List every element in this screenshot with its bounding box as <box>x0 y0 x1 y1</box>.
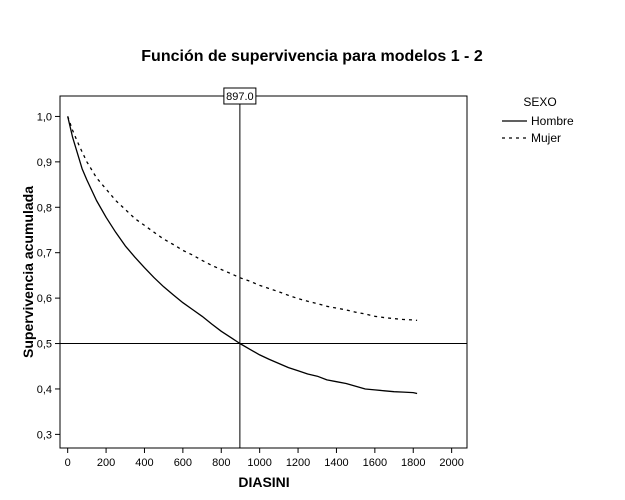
reference-lines: 897.0 <box>60 87 467 448</box>
y-tick-label: 0,8 <box>37 202 52 214</box>
legend-label-hombre: Hombre <box>531 114 574 128</box>
x-axis-label: DIASINI <box>238 474 289 490</box>
y-tick-label: 0,9 <box>37 157 52 169</box>
chart-title: Función de supervivencia para modelos 1 … <box>141 48 483 65</box>
x-tick-label: 2000 <box>439 457 463 469</box>
y-tick-label: 0,5 <box>37 339 52 351</box>
x-tick-label: 1800 <box>401 457 425 469</box>
reference-value-box <box>223 87 257 105</box>
x-tick-label: 1000 <box>247 457 271 469</box>
y-tick-label: 0,7 <box>37 248 52 260</box>
y-axis: 0,3 0,4 0,5 0,6 0,7 0,8 0,9 1,0 <box>37 111 60 441</box>
x-tick-label: 600 <box>174 457 192 469</box>
x-tick-label: 1200 <box>286 457 310 469</box>
x-axis: 0 200 400 600 800 1000 1200 1400 1600 1800 2000 <box>65 448 464 469</box>
y-tick-label: 0,3 <box>37 429 52 441</box>
legend: SEXO Hombre Mujer <box>502 95 574 145</box>
x-tick-label: 400 <box>135 457 153 469</box>
series-layer <box>67 116 418 395</box>
series-line-hombre <box>67 116 418 395</box>
x-tick-label: 1600 <box>363 457 387 469</box>
y-tick-label: 0,4 <box>37 384 52 396</box>
x-tick-label: 800 <box>212 457 230 469</box>
legend-label-mujer: Mujer <box>531 131 561 145</box>
x-tick-label: 1400 <box>324 457 348 469</box>
x-tick-label: 0 <box>65 457 71 469</box>
y-tick-label: 1,0 <box>37 111 52 123</box>
x-tick-label: 200 <box>97 457 115 469</box>
y-tick-label: 0,6 <box>37 293 52 305</box>
reference-value-label: 897.0 <box>226 91 254 103</box>
legend-title: SEXO <box>523 95 556 109</box>
plot-area <box>59 95 468 449</box>
y-axis-label: Supervivencia acumulada <box>20 186 36 358</box>
series-line-mujer <box>67 116 418 322</box>
